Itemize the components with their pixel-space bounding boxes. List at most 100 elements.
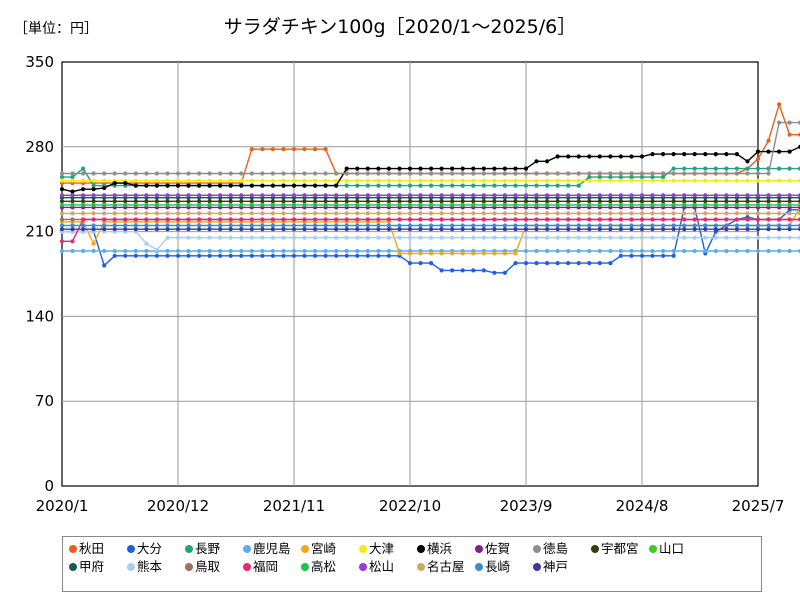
data-point — [502, 178, 507, 183]
data-point — [639, 193, 645, 198]
data-point — [133, 199, 138, 204]
data-point — [724, 223, 729, 228]
data-point — [281, 202, 286, 207]
legend-marker-icon — [417, 562, 425, 571]
data-point — [766, 138, 771, 143]
data-point — [291, 183, 297, 188]
data-point — [566, 199, 571, 204]
data-point — [650, 175, 655, 180]
data-point — [787, 211, 792, 216]
data-point — [70, 199, 75, 204]
data-point — [376, 248, 381, 254]
data-point — [197, 211, 202, 216]
data-point — [197, 178, 202, 183]
data-point — [112, 227, 117, 232]
data-point — [671, 199, 676, 204]
data-point — [587, 235, 592, 240]
legend-item: 高松 — [301, 558, 359, 576]
data-point — [755, 235, 761, 240]
data-point — [407, 166, 413, 171]
legend-item: 大分 — [127, 540, 185, 558]
data-point — [386, 223, 391, 228]
data-point — [671, 248, 676, 254]
data-point — [344, 193, 349, 198]
data-point — [545, 171, 550, 176]
data-point — [218, 178, 223, 183]
data-point — [639, 154, 645, 159]
data-point — [144, 171, 149, 176]
data-point — [766, 178, 771, 183]
legend-marker-icon — [533, 544, 541, 553]
data-point — [133, 183, 138, 188]
data-point — [291, 199, 297, 204]
data-point — [576, 217, 581, 222]
data-point — [197, 183, 202, 188]
data-point — [692, 248, 697, 254]
data-point — [197, 248, 202, 254]
data-point — [334, 235, 339, 240]
data-point — [260, 147, 265, 152]
data-point — [334, 183, 339, 188]
data-point — [133, 178, 138, 183]
data-point — [692, 166, 697, 171]
data-point — [734, 235, 740, 240]
data-point — [218, 199, 223, 204]
data-point — [629, 235, 634, 240]
data-point — [618, 211, 624, 216]
data-point — [228, 178, 233, 183]
data-point — [671, 217, 676, 222]
data-point — [734, 178, 740, 183]
x-tick-label: 2025/7 — [732, 497, 785, 515]
data-point — [766, 223, 771, 228]
data-point — [608, 154, 613, 159]
legend-marker-icon — [475, 562, 483, 571]
data-point — [228, 199, 233, 204]
data-point — [481, 193, 486, 198]
data-point — [777, 193, 782, 198]
data-point — [618, 202, 624, 207]
data-point — [460, 202, 465, 207]
data-point — [228, 235, 233, 240]
data-point — [745, 227, 750, 232]
data-point — [228, 248, 233, 254]
data-point — [629, 202, 634, 207]
data-point — [724, 202, 729, 207]
data-point — [207, 235, 212, 240]
data-point — [682, 223, 687, 228]
data-point — [281, 147, 286, 152]
data-point — [460, 223, 465, 228]
data-point — [576, 223, 581, 228]
data-point — [186, 202, 191, 207]
data-point — [334, 202, 339, 207]
data-point — [81, 217, 86, 222]
data-point — [291, 227, 297, 232]
data-point — [154, 253, 159, 258]
data-point — [418, 223, 423, 228]
data-point — [566, 223, 571, 228]
data-point — [207, 171, 212, 176]
data-point — [777, 120, 782, 125]
data-point — [608, 227, 613, 232]
data-point — [334, 193, 339, 198]
data-point — [344, 166, 349, 171]
data-point — [471, 223, 476, 228]
data-point — [218, 171, 223, 176]
data-point — [260, 248, 265, 254]
data-point — [502, 166, 507, 171]
data-point — [523, 248, 529, 254]
data-point — [165, 235, 170, 240]
data-point — [344, 178, 349, 183]
data-point — [492, 227, 497, 232]
data-point — [460, 211, 465, 216]
data-point — [102, 223, 107, 228]
data-point — [639, 178, 645, 183]
legend-item: 甲府 — [69, 558, 127, 576]
data-point — [734, 171, 740, 176]
data-point — [576, 199, 581, 204]
data-point — [334, 171, 339, 176]
data-point — [154, 193, 159, 198]
data-point — [650, 253, 655, 258]
data-point — [450, 193, 455, 198]
data-point — [576, 202, 581, 207]
data-point — [703, 193, 708, 198]
